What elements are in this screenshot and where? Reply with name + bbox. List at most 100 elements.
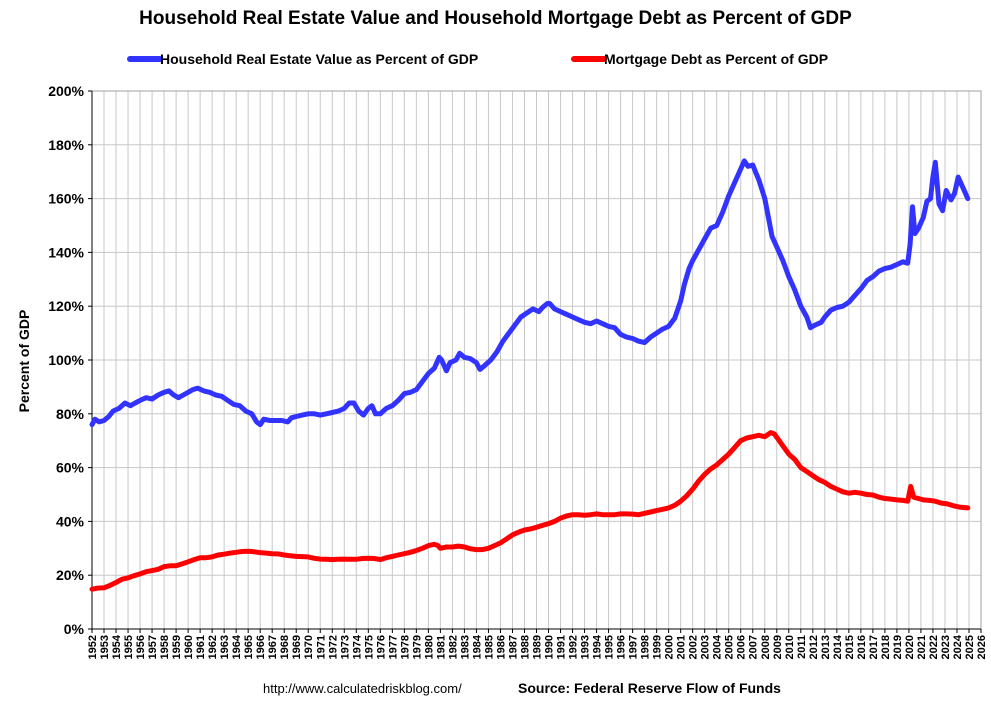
- x-tick-label: 2003: [700, 635, 712, 659]
- x-tick-label: 1956: [135, 635, 147, 659]
- x-tick-label: 2025: [964, 635, 976, 659]
- x-tick-label: 1979: [411, 635, 423, 659]
- x-tick-label: 1962: [207, 635, 219, 659]
- x-tick-label: 1985: [483, 635, 495, 659]
- x-tick-label: 2020: [904, 635, 916, 659]
- x-tick-label: 1957: [147, 635, 159, 659]
- y-tick-label: 40%: [56, 513, 85, 529]
- x-tick-label: 1994: [592, 634, 604, 659]
- y-tick-label: 160%: [48, 191, 84, 207]
- series-lines: [89, 158, 971, 592]
- y-tick-label: 100%: [48, 352, 84, 368]
- x-tick-label: 2019: [892, 635, 904, 659]
- x-tick-label: 1975: [363, 635, 375, 659]
- chart-title: Household Real Estate Value and Househol…: [139, 8, 852, 29]
- x-tick-label: 1993: [580, 635, 592, 659]
- x-tick-label: 2023: [940, 635, 952, 659]
- x-tick-label: 2009: [772, 635, 784, 659]
- legend-label: Mortgage Debt as Percent of GDP: [604, 51, 828, 67]
- x-tick-label: 1992: [568, 635, 580, 659]
- y-tick-label: 0%: [64, 621, 85, 637]
- x-tick-label: 1969: [291, 635, 303, 659]
- x-tick-label: 2017: [868, 635, 880, 659]
- legend-label: Household Real Estate Value as Percent o…: [160, 51, 478, 67]
- y-tick-label: 120%: [48, 298, 84, 314]
- x-tick-label: 1983: [459, 635, 471, 659]
- x-tick-label: 2016: [856, 635, 868, 659]
- footer-source: Source: Federal Reserve Flow of Funds: [518, 680, 781, 696]
- series-line-mortgage-debt: [89, 430, 971, 592]
- x-tick-label: 2013: [820, 635, 832, 659]
- x-tick-label: 2026: [976, 635, 988, 659]
- x-tick-label: 1980: [423, 635, 435, 659]
- x-tick-label: 1989: [532, 635, 544, 659]
- x-tick-label: 1963: [219, 635, 231, 659]
- legend: Household Real Estate Value as Percent o…: [127, 51, 828, 67]
- x-tick-label: 1952: [87, 635, 99, 659]
- x-tick-label: 1998: [640, 635, 652, 659]
- x-tick-label: 1965: [243, 635, 255, 659]
- y-tick-label: 80%: [56, 406, 85, 422]
- x-tick-label: 1995: [604, 635, 616, 659]
- x-tick-label: 1966: [255, 635, 267, 659]
- x-tick-label: 1959: [171, 635, 183, 659]
- y-tick-label: 140%: [48, 244, 84, 260]
- x-tick-label: 2000: [664, 635, 676, 659]
- x-tick-label: 2002: [688, 635, 700, 659]
- x-tick-label: 1991: [556, 635, 568, 659]
- x-tick-label: 2004: [712, 634, 724, 659]
- x-tick-label: 1988: [519, 635, 531, 659]
- x-tick-label: 1968: [279, 635, 291, 659]
- x-tick-label: 1960: [183, 635, 195, 659]
- x-tick-label: 1986: [495, 635, 507, 659]
- x-tick-label: 1990: [544, 635, 556, 659]
- y-axis-title: Percent of GDP: [16, 310, 32, 413]
- x-tick-label: 2021: [916, 635, 928, 659]
- y-axis-ticks: 0% 20% 40% 60% 80% 100% 120% 140% 160% 180% 200%: [48, 83, 92, 637]
- x-tick-label: 2007: [748, 635, 760, 659]
- x-tick-label: 2010: [784, 635, 796, 659]
- footer-url: http://www.calculatedriskblog.com/: [263, 681, 462, 696]
- x-tick-label: 1954: [111, 634, 123, 659]
- x-tick-label: 1961: [195, 635, 207, 659]
- series-line-real-estate-value: [89, 158, 971, 428]
- y-tick-label: 200%: [48, 83, 84, 99]
- x-tick-label: 1987: [507, 635, 519, 659]
- x-tick-label: 1967: [267, 635, 279, 659]
- x-tick-label: 2001: [676, 635, 688, 659]
- x-tick-label: 1984: [471, 634, 483, 659]
- x-tick-label: 2015: [844, 635, 856, 659]
- x-tick-label: 1999: [652, 635, 664, 659]
- x-tick-label: 1997: [628, 635, 640, 659]
- x-tick-label: 1953: [99, 635, 111, 659]
- x-tick-label: 1955: [123, 635, 135, 659]
- x-tick-label: 1976: [375, 635, 387, 659]
- x-tick-label: 2014: [832, 634, 844, 659]
- x-tick-label: 1981: [435, 635, 447, 659]
- x-tick-label: 1996: [616, 635, 628, 659]
- x-tick-label: 2024: [952, 634, 964, 659]
- x-tick-label: 2011: [796, 635, 808, 659]
- x-tick-label: 1982: [447, 635, 459, 659]
- x-tick-label: 1972: [327, 635, 339, 659]
- y-tick-label: 180%: [48, 137, 84, 153]
- x-tick-label: 2006: [736, 635, 748, 659]
- x-tick-label: 1970: [303, 635, 315, 659]
- x-tick-label: 2018: [880, 635, 892, 659]
- x-tick-label: 1958: [159, 635, 171, 659]
- x-tick-label: 2008: [760, 635, 772, 659]
- x-tick-label: 2022: [928, 635, 940, 659]
- x-tick-label: 2005: [724, 635, 736, 659]
- x-tick-label: 1974: [351, 634, 363, 659]
- x-tick-label: 2012: [808, 635, 820, 659]
- x-tick-label: 1964: [231, 634, 243, 659]
- x-tick-label: 1978: [399, 635, 411, 659]
- grid-lines: [91, 90, 982, 630]
- x-tick-label: 1977: [387, 635, 399, 659]
- x-tick-label: 1971: [315, 635, 327, 659]
- x-axis-ticks: 1952 1953 1954 1955 1956 1957 1958 1959 1960 1961…: [87, 629, 988, 659]
- y-tick-label: 20%: [56, 567, 85, 583]
- y-tick-label: 60%: [56, 460, 85, 476]
- x-tick-label: 1973: [339, 635, 351, 659]
